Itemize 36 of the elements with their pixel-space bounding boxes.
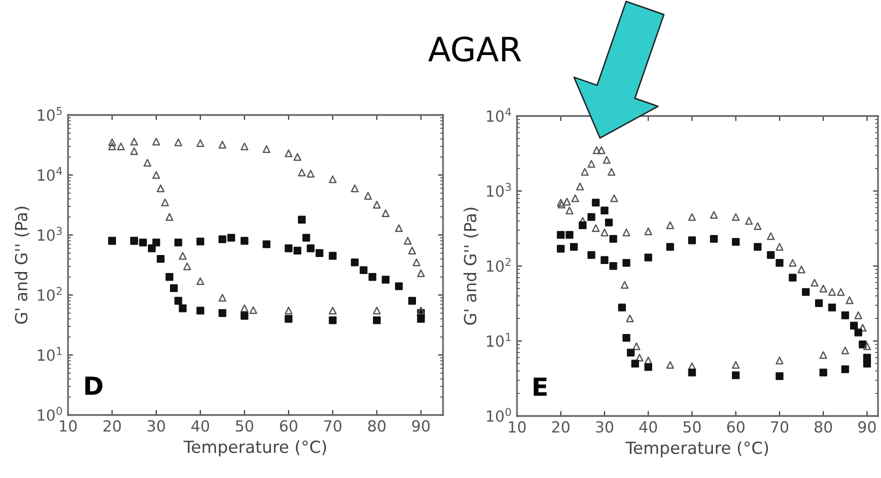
y-tick-label: 10$^{5}$ <box>38 107 62 121</box>
text: AGAR <box>428 36 522 62</box>
x-tick-label: 90 <box>858 421 876 433</box>
x-axis-title: Temperature (°C) <box>626 441 768 458</box>
y-tick-label: 10$^{4}$ <box>38 167 62 181</box>
y-tick-label: 10$^{4}$ <box>486 108 512 122</box>
annotation: D <box>85 376 102 395</box>
x-tick-label: 40 <box>639 421 657 433</box>
x-tick-label: 60 <box>727 421 744 433</box>
x-tick-label: 70 <box>771 421 788 433</box>
y-tick-label: 10$^{3}$ <box>38 226 62 241</box>
x-tick-label: 30 <box>596 421 614 433</box>
x-tick-label: 10 <box>508 421 526 433</box>
y-tick-label: 10$^{1}$ <box>486 333 511 347</box>
annotation: E <box>534 378 547 396</box>
y-tick-label: 10$^{0}$ <box>486 408 511 422</box>
y-tick-label: 10$^{1}$ <box>38 347 62 361</box>
x-axis-title: Temperature (°C) <box>184 440 326 456</box>
x-tick-label: 80 <box>814 421 832 433</box>
y-tick-label: 10$^{3}$ <box>486 182 511 197</box>
x-tick-label: 10 <box>60 420 77 432</box>
x-tick-label: 90 <box>412 420 430 432</box>
x-tick-label: 40 <box>191 420 210 432</box>
y-axis-title: G' and G'' (Pa) <box>14 206 30 324</box>
x-tick-label: 60 <box>280 420 298 432</box>
x-tick-label: 80 <box>368 420 386 432</box>
y-tick-label: 10$^{2}$ <box>38 286 62 301</box>
x-tick-label: 50 <box>683 421 701 433</box>
y-axis-title: G' and G'' (Pa) <box>464 208 478 325</box>
x-tick-label: 30 <box>148 420 165 432</box>
x-tick-label: 20 <box>104 420 121 432</box>
x-tick-label: 70 <box>324 420 342 432</box>
x-tick-label: 20 <box>552 421 570 433</box>
y-tick-label: 10$^{2}$ <box>486 258 511 272</box>
y-tick-label: 10$^{0}$ <box>38 406 62 421</box>
x-tick-label: 50 <box>236 420 254 432</box>
